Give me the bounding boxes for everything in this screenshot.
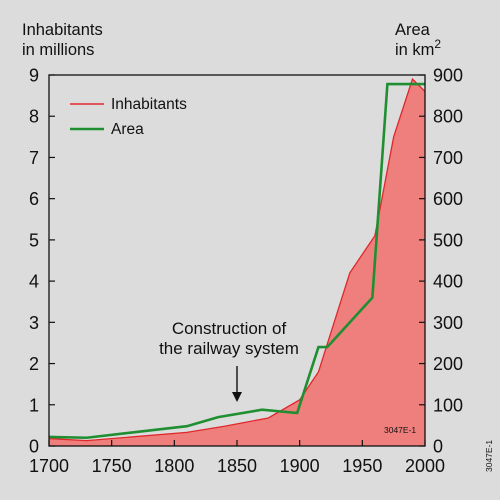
- x-tick-label: 1700: [29, 456, 69, 476]
- left-tick-label: 1: [29, 395, 39, 415]
- inhabitants-area-layer: [49, 79, 425, 447]
- left-tick-label: 8: [29, 107, 39, 127]
- legend: Inhabitants Area: [70, 96, 187, 138]
- right-tick-label: 400: [433, 272, 463, 292]
- left-tick-label: 9: [29, 66, 39, 86]
- right-tick-label: 300: [433, 313, 463, 333]
- left-tick-label: 4: [29, 272, 39, 292]
- inhabitants-line: [48, 77, 426, 442]
- left-tick-label: 3: [29, 313, 39, 333]
- figure-code-side: 3047E-1: [484, 440, 494, 472]
- right-axis-title-line1: Area: [395, 21, 431, 39]
- left-tick-label: 0: [29, 437, 39, 457]
- area-line: [48, 82, 425, 440]
- x-tick-label: 1950: [342, 456, 382, 476]
- right-tick-label: 500: [433, 230, 463, 250]
- tick-layer: 0 1 2 3 4 5 6 7 8 9 0 100 200 300 400 500 600 700 800 900 17…: [29, 66, 463, 477]
- left-axis-title-line1: Inhabitants: [22, 21, 103, 39]
- right-axis-title-unit: in km: [395, 41, 434, 59]
- x-tick-label: 2000: [405, 456, 445, 476]
- legend-inhabitants-label: Inhabitants: [111, 96, 187, 113]
- left-axis-title-line2: in millions: [22, 41, 94, 59]
- x-tick-label: 1850: [217, 456, 257, 476]
- right-tick-label: 600: [433, 189, 463, 209]
- legend-area-label: Area: [111, 121, 144, 138]
- right-tick-label: 900: [433, 66, 463, 86]
- right-tick-label: 200: [433, 354, 463, 374]
- right-tick-label: 800: [433, 107, 463, 127]
- series-lines-layer: [48, 77, 426, 442]
- railway-annotation: Construction of the railway system: [159, 319, 299, 402]
- right-tick-label: 700: [433, 148, 463, 168]
- left-tick-label: 2: [29, 354, 39, 374]
- right-axis-title-sup: 2: [434, 37, 441, 51]
- right-tick-label: 0: [433, 437, 443, 457]
- left-tick-label: 5: [29, 230, 39, 250]
- left-tick-label: 6: [29, 189, 39, 209]
- annotation-arrow-head: [232, 392, 242, 402]
- x-tick-label: 1900: [280, 456, 320, 476]
- right-tick-label: 100: [433, 395, 463, 415]
- annotation-line2: the railway system: [159, 339, 299, 358]
- left-tick-label: 7: [29, 148, 39, 168]
- inhabitants-fill: [49, 79, 425, 447]
- x-tick-label: 1800: [154, 456, 194, 476]
- annotation-line1: Construction of: [172, 319, 287, 338]
- figure-code-inner: 3047E-1: [384, 425, 416, 435]
- right-axis-title-line2: in km2: [395, 37, 441, 59]
- x-tick-label: 1750: [92, 456, 132, 476]
